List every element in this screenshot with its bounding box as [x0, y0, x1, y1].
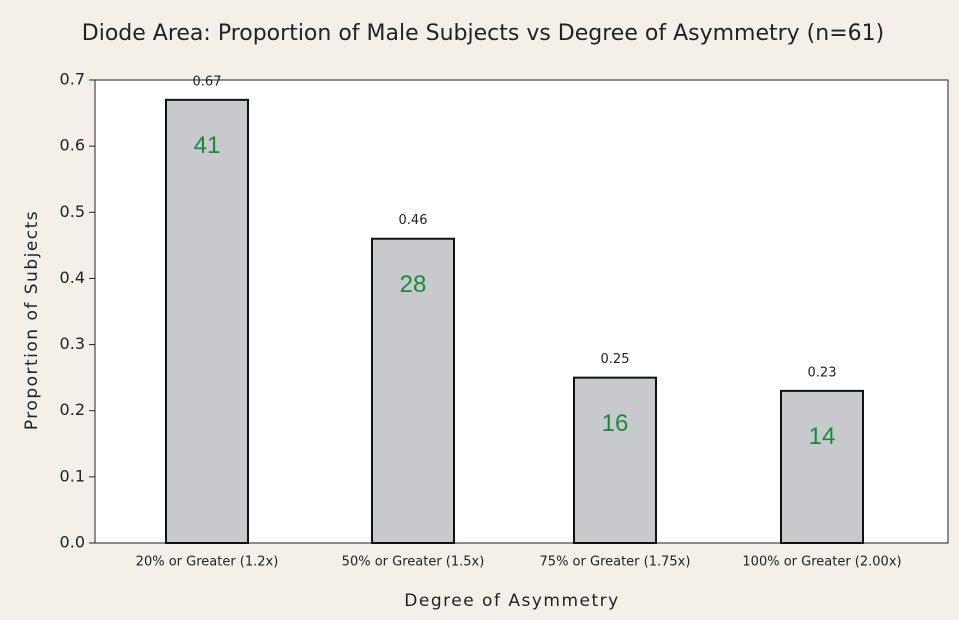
- bar: [573, 376, 657, 544]
- y-tick-label: 0.1: [60, 466, 85, 485]
- chart-title: Diode Area: Proportion of Male Subjects …: [82, 21, 884, 46]
- y-axis-label: Proportion of Subjects: [22, 210, 42, 430]
- y-tick-label: 0.0: [60, 533, 85, 552]
- x-tick-label: 100% or Greater (2.00x): [742, 555, 901, 570]
- y-tick-label: 0.3: [60, 334, 85, 353]
- value-label: 0.25: [601, 352, 630, 367]
- y-tick-label: 0.2: [60, 400, 85, 419]
- bar: [165, 98, 249, 544]
- x-tick-label: 75% or Greater (1.75x): [540, 555, 691, 570]
- y-tick-label: 0.7: [60, 70, 85, 89]
- x-axis-label: Degree of Asymmetry: [404, 591, 619, 611]
- value-label: 0.23: [808, 365, 837, 380]
- x-tick-label: 50% or Greater (1.5x): [342, 555, 485, 570]
- y-tick-label: 0.6: [60, 136, 85, 155]
- value-label: 0.67: [193, 74, 222, 89]
- count-label: 28: [400, 271, 427, 298]
- count-label: 41: [194, 132, 221, 159]
- bar: [371, 237, 455, 544]
- value-label: 0.46: [399, 213, 428, 228]
- bar: [780, 389, 864, 544]
- count-label: 14: [809, 423, 836, 450]
- count-label: 16: [602, 410, 629, 437]
- y-tick-label: 0.5: [60, 202, 85, 221]
- y-tick-label: 0.4: [60, 268, 85, 287]
- x-tick-label: 20% or Greater (1.2x): [136, 555, 279, 570]
